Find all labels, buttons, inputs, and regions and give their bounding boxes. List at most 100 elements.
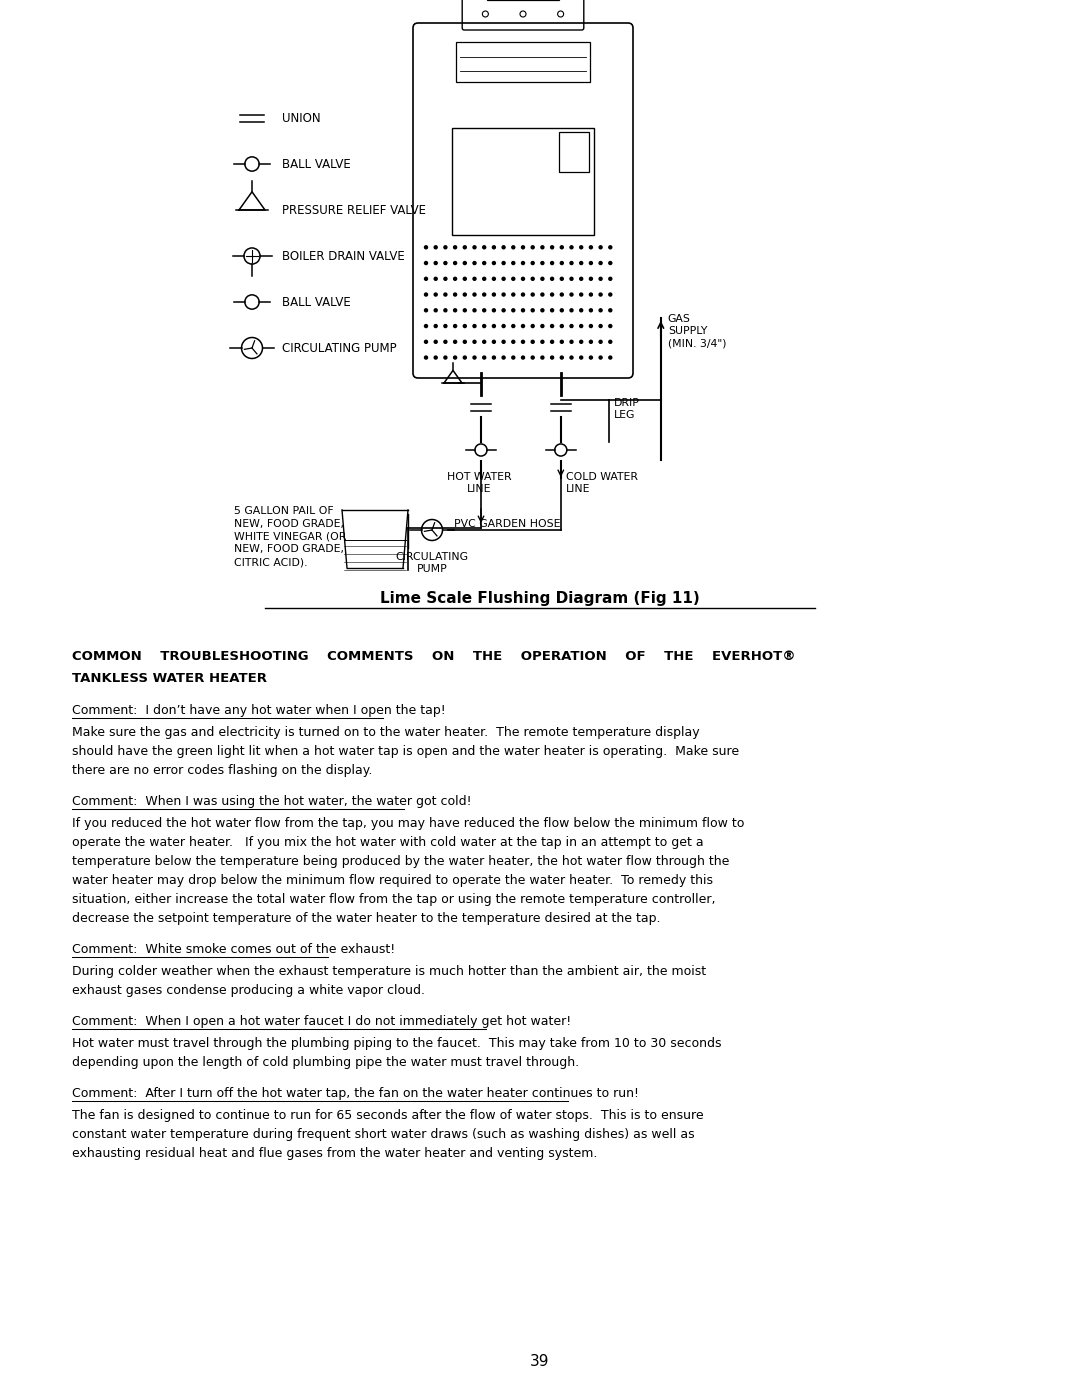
Circle shape bbox=[599, 293, 603, 296]
Text: CIRCULATING
PUMP: CIRCULATING PUMP bbox=[395, 552, 469, 574]
Circle shape bbox=[580, 309, 583, 312]
Circle shape bbox=[434, 277, 437, 281]
Circle shape bbox=[599, 261, 603, 264]
Circle shape bbox=[512, 356, 515, 359]
Circle shape bbox=[483, 324, 486, 327]
Circle shape bbox=[434, 309, 437, 312]
Circle shape bbox=[570, 261, 573, 264]
Circle shape bbox=[492, 341, 496, 344]
Circle shape bbox=[424, 341, 428, 344]
Circle shape bbox=[492, 261, 496, 264]
Circle shape bbox=[522, 246, 525, 249]
Circle shape bbox=[541, 309, 544, 312]
Circle shape bbox=[492, 277, 496, 281]
Circle shape bbox=[424, 356, 428, 359]
Circle shape bbox=[580, 246, 583, 249]
Text: BOILER DRAIN VALVE: BOILER DRAIN VALVE bbox=[282, 250, 405, 263]
Text: Make sure the gas and electricity is turned on to the water heater.  The remote : Make sure the gas and electricity is tur… bbox=[72, 726, 700, 739]
Circle shape bbox=[599, 341, 603, 344]
Circle shape bbox=[561, 246, 564, 249]
Circle shape bbox=[463, 277, 467, 281]
Circle shape bbox=[483, 246, 486, 249]
Circle shape bbox=[590, 261, 593, 264]
Circle shape bbox=[434, 246, 437, 249]
Circle shape bbox=[590, 277, 593, 281]
Text: PRESSURE RELIEF VALVE: PRESSURE RELIEF VALVE bbox=[282, 204, 426, 217]
Circle shape bbox=[599, 324, 603, 327]
Circle shape bbox=[424, 246, 428, 249]
Text: Comment:  When I was using the hot water, the water got cold!: Comment: When I was using the hot water,… bbox=[72, 795, 472, 807]
Circle shape bbox=[502, 309, 505, 312]
Circle shape bbox=[541, 293, 544, 296]
Circle shape bbox=[522, 277, 525, 281]
Circle shape bbox=[512, 324, 515, 327]
Circle shape bbox=[580, 341, 583, 344]
Text: During colder weather when the exhaust temperature is much hotter than the ambie: During colder weather when the exhaust t… bbox=[72, 965, 706, 978]
Circle shape bbox=[424, 261, 428, 264]
Circle shape bbox=[473, 324, 476, 327]
Circle shape bbox=[570, 309, 573, 312]
Circle shape bbox=[444, 261, 447, 264]
Circle shape bbox=[609, 341, 611, 344]
Text: water heater may drop below the minimum flow required to operate the water heate: water heater may drop below the minimum … bbox=[72, 875, 713, 887]
Circle shape bbox=[473, 261, 476, 264]
Text: CIRCULATING PUMP: CIRCULATING PUMP bbox=[282, 341, 396, 355]
Text: UNION: UNION bbox=[282, 112, 321, 124]
Circle shape bbox=[473, 293, 476, 296]
Text: Comment:  When I open a hot water faucet I do not immediately get hot water!: Comment: When I open a hot water faucet … bbox=[72, 1016, 571, 1028]
Circle shape bbox=[454, 277, 457, 281]
Circle shape bbox=[522, 356, 525, 359]
Bar bbox=[451, 129, 594, 235]
Circle shape bbox=[590, 309, 593, 312]
Circle shape bbox=[522, 293, 525, 296]
Circle shape bbox=[570, 246, 573, 249]
Circle shape bbox=[531, 277, 535, 281]
Circle shape bbox=[444, 246, 447, 249]
Circle shape bbox=[463, 324, 467, 327]
Circle shape bbox=[444, 293, 447, 296]
Circle shape bbox=[531, 341, 535, 344]
Circle shape bbox=[483, 309, 486, 312]
Circle shape bbox=[512, 277, 515, 281]
Text: GAS
SUPPLY
(MIN. 3/4"): GAS SUPPLY (MIN. 3/4") bbox=[667, 314, 726, 349]
Circle shape bbox=[531, 261, 535, 264]
Circle shape bbox=[590, 324, 593, 327]
Circle shape bbox=[561, 293, 564, 296]
Circle shape bbox=[561, 324, 564, 327]
Circle shape bbox=[531, 324, 535, 327]
Circle shape bbox=[599, 246, 603, 249]
Circle shape bbox=[551, 293, 554, 296]
Circle shape bbox=[454, 293, 457, 296]
Circle shape bbox=[512, 293, 515, 296]
Circle shape bbox=[580, 293, 583, 296]
Circle shape bbox=[609, 293, 611, 296]
Circle shape bbox=[522, 324, 525, 327]
Circle shape bbox=[463, 341, 467, 344]
Circle shape bbox=[502, 293, 505, 296]
Circle shape bbox=[512, 309, 515, 312]
Text: there are no error codes flashing on the display.: there are no error codes flashing on the… bbox=[72, 764, 373, 777]
Circle shape bbox=[434, 293, 437, 296]
Circle shape bbox=[473, 341, 476, 344]
Text: BALL VALVE: BALL VALVE bbox=[282, 158, 351, 170]
Circle shape bbox=[599, 277, 603, 281]
Circle shape bbox=[483, 341, 486, 344]
Circle shape bbox=[541, 341, 544, 344]
Circle shape bbox=[434, 341, 437, 344]
Circle shape bbox=[570, 341, 573, 344]
Circle shape bbox=[570, 277, 573, 281]
Circle shape bbox=[512, 341, 515, 344]
Text: COLD WATER
LINE: COLD WATER LINE bbox=[566, 472, 638, 495]
Circle shape bbox=[609, 356, 611, 359]
Circle shape bbox=[463, 293, 467, 296]
Circle shape bbox=[424, 293, 428, 296]
Circle shape bbox=[609, 246, 611, 249]
Circle shape bbox=[580, 356, 583, 359]
Text: If you reduced the hot water flow from the tap, you may have reduced the flow be: If you reduced the hot water flow from t… bbox=[72, 817, 744, 830]
Circle shape bbox=[483, 261, 486, 264]
Circle shape bbox=[522, 261, 525, 264]
Text: 5 GALLON PAIL OF
NEW, FOOD GRADE,
WHITE VINEGAR (OR
NEW, FOOD GRADE,
CITRIC ACID: 5 GALLON PAIL OF NEW, FOOD GRADE, WHITE … bbox=[234, 506, 347, 567]
Circle shape bbox=[580, 324, 583, 327]
Circle shape bbox=[473, 309, 476, 312]
Circle shape bbox=[561, 309, 564, 312]
